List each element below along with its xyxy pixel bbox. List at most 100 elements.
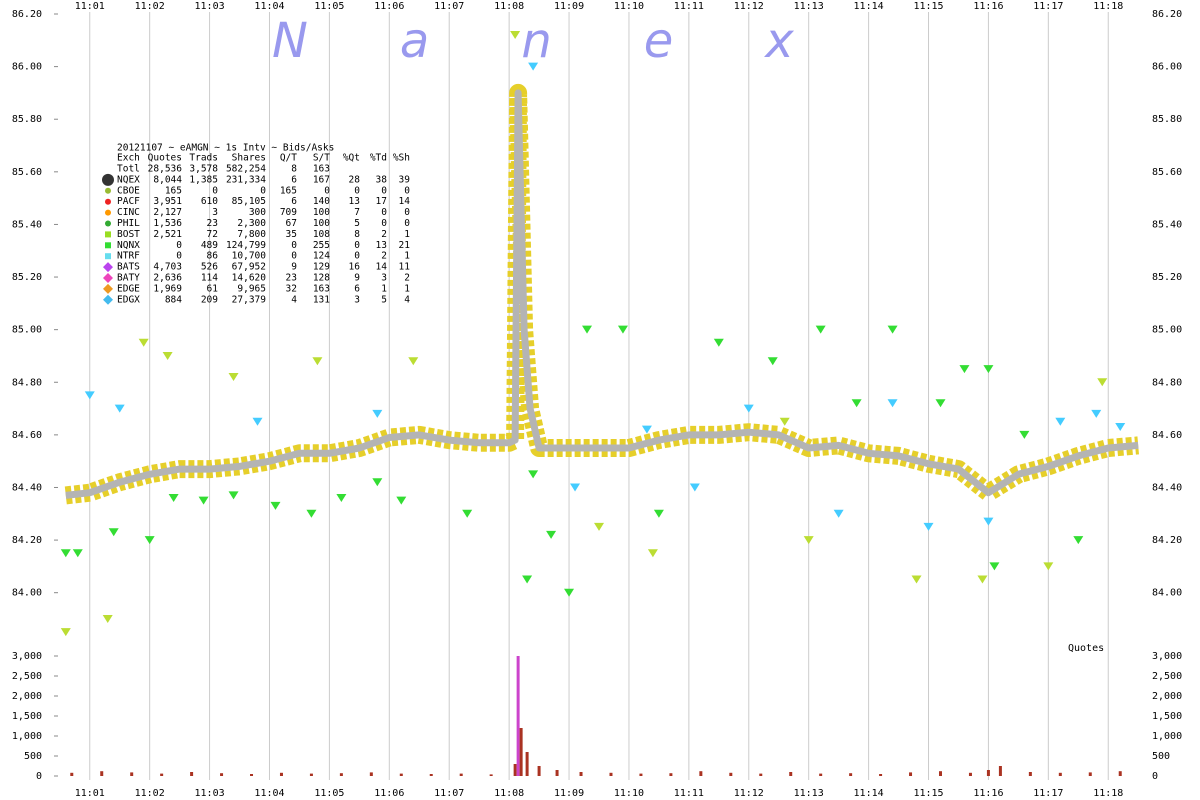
table-cell: 165 [280,185,297,196]
table-cell: 2 [381,229,387,240]
table-cell: PACF [117,196,140,207]
volume-bar [279,772,283,776]
table-cell: 167 [313,174,330,185]
volume-bar [555,770,559,776]
table-column-header: Exch [117,153,140,164]
x-tick-label: 11:10 [614,1,644,12]
table-cell: NQEX [117,174,140,185]
table-cell: 0 [212,185,218,196]
x-tick-label: 11:04 [254,1,284,12]
quote-point [851,399,862,408]
table-cell: 582,254 [226,164,266,175]
quote-point [647,549,658,558]
quote-point [522,575,533,584]
quote-point [564,588,575,597]
quote-point [977,575,988,584]
quote-point [72,549,83,558]
quote-point [641,425,652,434]
table-column-header: Q/T [280,153,297,164]
table-cell: 300 [249,207,266,218]
y-tick-label: 1,000 [12,731,42,742]
y-tick-label: 85.40 [12,219,42,230]
table-header: 20121107 ~ eAMGN ~ 1s Intv ~ Bids/Asks [117,143,334,154]
quote-point [803,536,814,545]
quote-point [617,325,628,334]
x-tick-label: 11:07 [434,788,464,799]
quote-point [408,357,419,366]
table-cell: 0 [291,251,297,262]
quote-point [108,528,119,537]
x-tick-label: 11:07 [434,1,464,12]
table-column-header: S/T [313,153,330,164]
quote-point [396,496,407,505]
table-cell: 10,700 [232,251,267,262]
x-tick-label: 11:13 [794,788,824,799]
volume-bar [537,766,541,776]
legend-marker [105,242,111,249]
y-tick-label: 500 [1152,751,1170,762]
quote-point [228,373,239,381]
table-cell: 2 [381,251,387,262]
table-cell: 610 [201,196,218,207]
quote-point [1091,409,1102,418]
volume-bar [609,772,613,776]
quote-point [743,404,754,413]
x-tick-label: 11:14 [854,1,884,12]
volume-bar [986,770,990,776]
x-tick-label: 11:18 [1093,1,1123,12]
volume-bar [998,766,1002,776]
volume-bar [516,656,520,776]
volume-bar [938,771,942,776]
table-cell: 16 [349,262,361,273]
table-cell: 0 [381,218,387,229]
table-cell: 231,334 [226,174,266,185]
quote-point [1097,378,1108,387]
volume-bar [489,774,493,776]
quote-point [989,562,1000,571]
table-cell: 7 [354,207,360,218]
quote-point [252,417,263,426]
quote-point [1019,430,1030,439]
table-cell: 1,536 [153,218,182,229]
table-cell: 1 [381,283,387,294]
quote-point [1073,536,1084,545]
table-cell: 709 [280,207,297,218]
table-cell: 124,799 [226,240,266,251]
table-cell: 489 [201,240,218,251]
y-tick-label: 84.20 [12,535,42,546]
table-cell: 27,379 [232,294,267,305]
quote-point [923,522,934,531]
x-tick-label: 11:14 [854,788,884,799]
quote-point [815,325,826,334]
table-cell: BATY [117,273,140,284]
table-cell: 1,385 [189,174,218,185]
y-tick-label: 2,000 [12,691,42,702]
quote-point [570,483,581,492]
table-cell: 2 [404,273,410,284]
table-cell: 4 [291,294,297,305]
table-cell: 0 [260,185,266,196]
quote-point [887,399,898,408]
x-tick-label: 11:18 [1093,788,1123,799]
volume-bar [759,773,763,776]
table-cell: 5 [354,218,360,229]
table-cell: 3 [212,207,218,218]
volume-bar [399,773,403,776]
quote-point [144,536,155,545]
quote-point [306,509,317,518]
table-cell: PHIL [117,218,140,229]
quote-point [983,365,994,374]
y-tick-label: 86.00 [1152,62,1182,73]
volume-bar [789,772,793,776]
table-cell: 100 [313,218,330,229]
x-tick-label: 11:05 [314,788,344,799]
table-cell: 884 [165,294,182,305]
table-cell: 100 [313,207,330,218]
table-cell: 72 [207,229,218,240]
x-tick-label: 11:11 [674,788,704,799]
volume-bar [968,772,972,776]
table-cell: 28 [349,174,361,185]
table-cell: 14 [376,262,388,273]
y-tick-label: 86.20 [12,9,42,20]
table-cell: 129 [313,262,330,273]
